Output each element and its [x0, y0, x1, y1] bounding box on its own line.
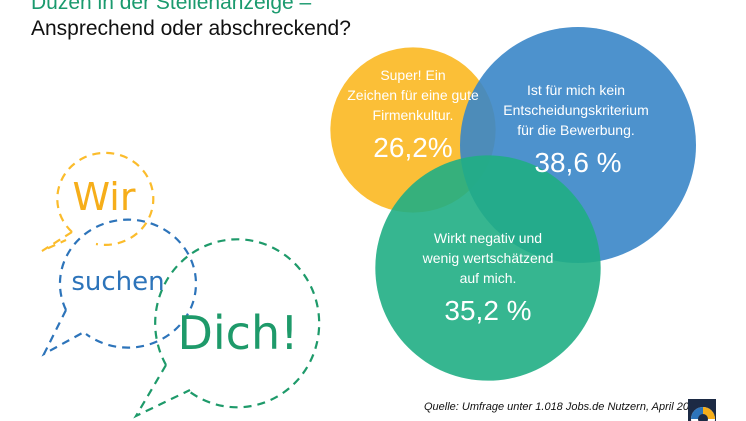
venn-label-line: Firmenkultur.	[373, 107, 454, 123]
brand-logo	[688, 399, 716, 421]
venn-value-label: 38,6 %	[534, 147, 621, 178]
venn-label-line: Zeichen für eine gute	[347, 87, 479, 103]
venn-label-line: Entscheidungskriterium	[503, 102, 649, 118]
green-speech-bubble	[133, 238, 321, 419]
venn-value-label: 26,2%	[373, 132, 452, 163]
source-note: Quelle: Umfrage unter 1.018 Jobs.de Nutz…	[424, 401, 705, 413]
venn-label-line: auf mich.	[460, 270, 517, 286]
venn-label-line: Ist für mich kein	[527, 82, 625, 98]
word-suchen: suchen	[71, 267, 164, 297]
title-line-1: Duzen in der Stellenanzeige –	[31, 0, 312, 14]
word-dich: Dich!	[177, 306, 298, 360]
venn-label-line: für die Bewerbung.	[517, 122, 635, 138]
yellow-speech-bubble	[41, 151, 155, 252]
title-line-2: Ansprechend oder abschreckend?	[31, 17, 351, 40]
venn-label-line: Super! Ein	[380, 67, 445, 83]
venn-circle-3	[375, 155, 601, 381]
venn-value-label: 35,2 %	[444, 295, 531, 326]
blue-speech-bubble	[41, 218, 198, 357]
venn-label-line: Wirkt negativ und	[434, 230, 542, 246]
word-wir: Wir	[73, 175, 136, 219]
venn-label-line: wenig wertschätzend	[422, 250, 554, 266]
